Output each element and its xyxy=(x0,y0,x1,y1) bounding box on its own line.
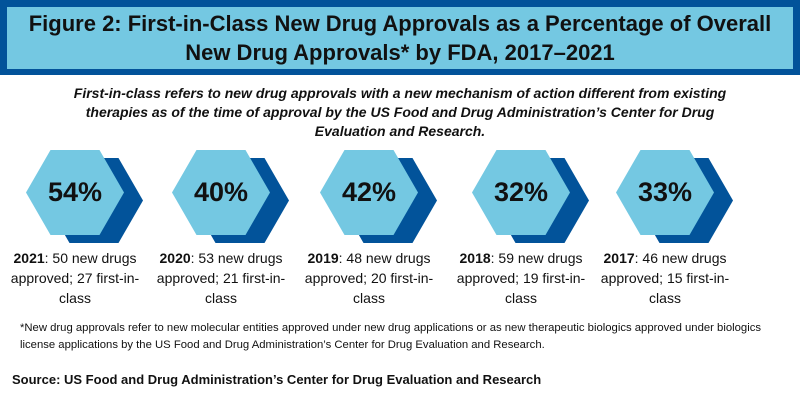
source-line: Source: US Food and Drug Administration’… xyxy=(12,372,542,387)
stat-2018: 32% 2018: 59 new drugs approved; 19 firs… xyxy=(446,150,596,308)
hexagon-icon: 40% xyxy=(146,150,296,243)
stat-2020: 40% 2020: 53 new drugs approved; 21 firs… xyxy=(146,150,296,308)
stat-description: 2019: 48 new drugs approved; 20 first-in… xyxy=(304,250,434,306)
stat-2017: 33% 2017: 46 new drugs approved; 15 firs… xyxy=(590,150,740,308)
hexagon-icon: 33% xyxy=(590,150,740,243)
footnote: *New drug approvals refer to new molecul… xyxy=(20,322,762,351)
title-banner: Figure 2: First-in-Class New Drug Approv… xyxy=(0,0,800,75)
stat-description: 2020: 53 new drugs approved; 21 first-in… xyxy=(156,250,286,306)
hexagon-icon: 54% xyxy=(0,150,150,243)
stat-2019: 42% 2019: 48 new drugs approved; 20 firs… xyxy=(294,150,444,308)
hexagon-icon: 42% xyxy=(294,150,444,243)
stat-description: 2018: 59 new drugs approved; 19 first-in… xyxy=(456,250,586,306)
hexagon-icon: 32% xyxy=(446,150,596,243)
percent-value: 42% xyxy=(320,150,418,235)
percent-value: 54% xyxy=(26,150,124,235)
stat-2021: 54% 2021: 50 new drugs approved; 27 firs… xyxy=(0,150,150,308)
stat-description: 2021: 50 new drugs approved; 27 first-in… xyxy=(10,250,140,306)
figure-title: Figure 2: First-in-Class New Drug Approv… xyxy=(7,7,793,69)
intro-text: First-in-class refers to new drug approv… xyxy=(73,85,727,139)
stat-description: 2017: 46 new drugs approved; 15 first-in… xyxy=(600,250,730,306)
